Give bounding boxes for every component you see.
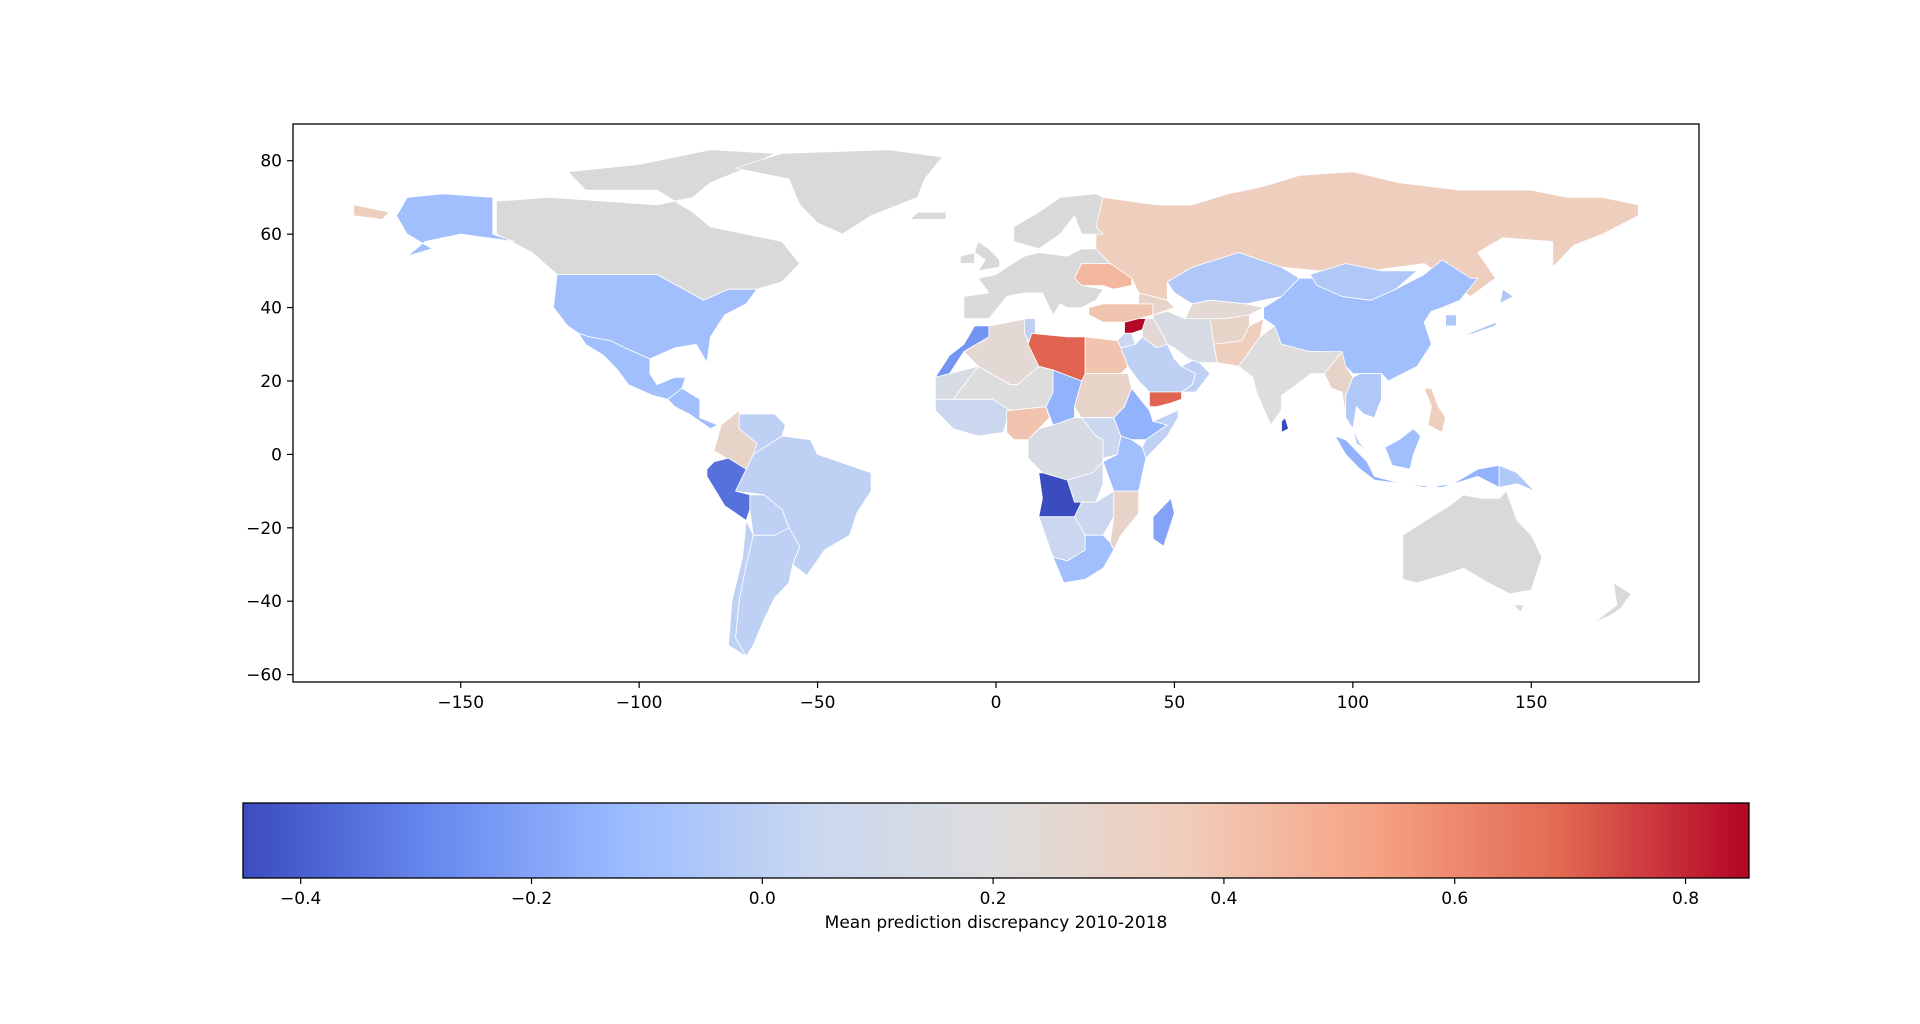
region-greenland xyxy=(735,149,943,235)
region-philippines xyxy=(1423,387,1446,433)
colorbar: −0.4 −0.2 0.0 0.2 0.4 0.6 0.8 Mean prediction … xyxy=(242,802,1750,933)
x-tick-label: 150 xyxy=(1515,693,1547,713)
region-sri-lanka xyxy=(1281,417,1289,433)
region-turkey xyxy=(1088,303,1154,323)
y-tick-label: 0 xyxy=(271,445,282,465)
region-colombia xyxy=(713,409,758,470)
map-area xyxy=(353,149,1639,657)
region-central-asia xyxy=(1184,299,1264,319)
region-central-america xyxy=(667,387,719,430)
colorbar-ticks: −0.4 −0.2 0.0 0.2 0.4 0.6 0.8 xyxy=(280,878,1699,909)
region-bolivia xyxy=(749,494,790,536)
region-mauritania-wa xyxy=(934,365,979,400)
region-scandinavia xyxy=(1013,193,1104,250)
colorbar-gradient xyxy=(242,802,1750,879)
y-tick-label: 40 xyxy=(260,299,282,319)
x-tick-label: 0 xyxy=(991,693,1002,713)
region-kenya-tanzania xyxy=(1102,435,1147,492)
region-madagascar xyxy=(1152,498,1175,547)
region-mozambique xyxy=(1109,490,1140,551)
region-tasmania xyxy=(1513,604,1525,613)
region-ireland xyxy=(959,252,975,264)
region-korea-japan xyxy=(1445,314,1457,327)
colorbar-tick-label: 0.4 xyxy=(1210,889,1237,909)
region-mongolia xyxy=(1309,263,1418,301)
region-papua xyxy=(1498,465,1536,492)
colorbar-tick-label: 0.0 xyxy=(749,889,776,909)
y-tick-label: −40 xyxy=(246,592,282,612)
region-southeast-asia xyxy=(1345,373,1382,452)
region-australia xyxy=(1402,490,1543,595)
x-tick-label: −150 xyxy=(437,693,484,713)
y-axis: −60 −40 −20 0 20 40 60 80 xyxy=(246,152,293,686)
y-tick-label: 20 xyxy=(260,372,282,392)
x-tick-label: −100 xyxy=(616,693,663,713)
colorbar-label: Mean prediction discrepancy 2010-2018 xyxy=(825,913,1168,933)
colorbar-tick-label: 0.2 xyxy=(980,889,1007,909)
region-west-africa xyxy=(934,398,1011,437)
region-chile xyxy=(728,520,754,657)
region-south-africa xyxy=(1052,534,1115,584)
region-ukraine xyxy=(1074,263,1132,290)
colorbar-tick-label: 0.6 xyxy=(1441,889,1468,909)
region-mexico xyxy=(578,332,686,400)
x-tick-label: 100 xyxy=(1337,693,1369,713)
region-japan xyxy=(1459,288,1514,338)
region-new-zealand xyxy=(1591,582,1632,624)
colorbar-tick-label: −0.2 xyxy=(511,889,552,909)
colorbar-tick-label: −0.4 xyxy=(280,889,321,909)
region-yemen xyxy=(1149,391,1182,408)
y-tick-label: −60 xyxy=(246,666,282,686)
x-tick-label: 50 xyxy=(1164,693,1186,713)
region-uk xyxy=(974,241,1000,272)
y-tick-label: −20 xyxy=(246,519,282,539)
x-axis: −150 −100 −50 0 50 100 150 xyxy=(437,682,1548,713)
region-peru xyxy=(706,457,751,521)
region-borneo xyxy=(1384,428,1422,470)
region-alaska xyxy=(396,193,515,257)
region-iceland xyxy=(910,211,947,220)
colorbar-tick-label: 0.8 xyxy=(1672,889,1699,909)
y-tick-label: 80 xyxy=(260,152,282,172)
y-tick-label: 60 xyxy=(260,225,282,245)
x-tick-label: −50 xyxy=(800,693,836,713)
region-chukotka xyxy=(353,204,390,220)
